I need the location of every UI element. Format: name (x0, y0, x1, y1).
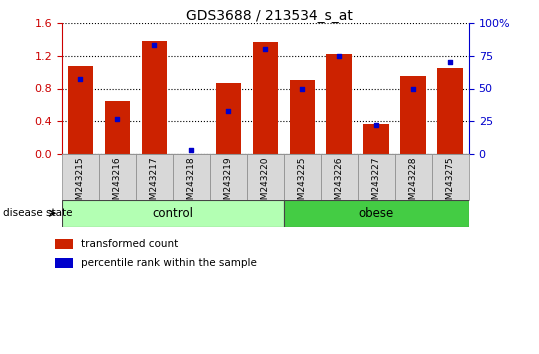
Point (224, 108, 233, 114)
Text: GSM243275: GSM243275 (446, 156, 455, 211)
Bar (284, 154, 321, 200)
Text: disease state: disease state (3, 208, 72, 218)
Text: GSM243217: GSM243217 (150, 156, 159, 211)
Bar (321, 154, 358, 200)
Bar (438, 68, 464, 154)
Bar (142, 41, 168, 154)
Bar (62, 200, 284, 227)
Bar (363, 124, 389, 154)
Point (372, 122, 381, 128)
Point (113, 116, 122, 121)
Bar (284, 200, 469, 227)
Text: control: control (153, 207, 194, 220)
Text: GSM243220: GSM243220 (261, 156, 270, 211)
Bar (56, 239, 73, 249)
Bar (99, 154, 136, 200)
Point (409, 86, 418, 91)
Text: GSM243215: GSM243215 (76, 156, 85, 211)
Text: GSM243226: GSM243226 (335, 156, 344, 211)
Bar (289, 80, 315, 154)
Bar (252, 42, 279, 154)
Point (187, 147, 196, 153)
Bar (395, 154, 432, 200)
Text: percentile rank within the sample: percentile rank within the sample (81, 258, 257, 268)
Bar (210, 154, 247, 200)
Text: GSM243219: GSM243219 (224, 156, 233, 211)
Bar (136, 154, 173, 200)
Point (150, 42, 159, 48)
Bar (216, 83, 241, 154)
Text: GDS3688 / 213534_s_at: GDS3688 / 213534_s_at (186, 9, 353, 23)
Text: transformed count: transformed count (81, 239, 178, 249)
Bar (67, 67, 93, 154)
Bar (173, 154, 210, 200)
Text: obese: obese (359, 207, 394, 220)
Text: GSM243218: GSM243218 (187, 156, 196, 211)
Bar (105, 101, 130, 154)
Bar (400, 76, 426, 154)
Bar (56, 258, 73, 268)
Point (446, 59, 455, 65)
Bar (432, 154, 469, 200)
Text: GSM243225: GSM243225 (298, 156, 307, 211)
Point (335, 53, 344, 58)
Bar (358, 154, 395, 200)
Point (298, 86, 307, 91)
Text: GSM243227: GSM243227 (372, 156, 381, 211)
Point (261, 46, 270, 52)
Point (76, 76, 85, 82)
Bar (62, 154, 99, 200)
Text: GSM243216: GSM243216 (113, 156, 122, 211)
Text: GSM243228: GSM243228 (409, 156, 418, 211)
Bar (247, 154, 284, 200)
Bar (327, 54, 353, 154)
